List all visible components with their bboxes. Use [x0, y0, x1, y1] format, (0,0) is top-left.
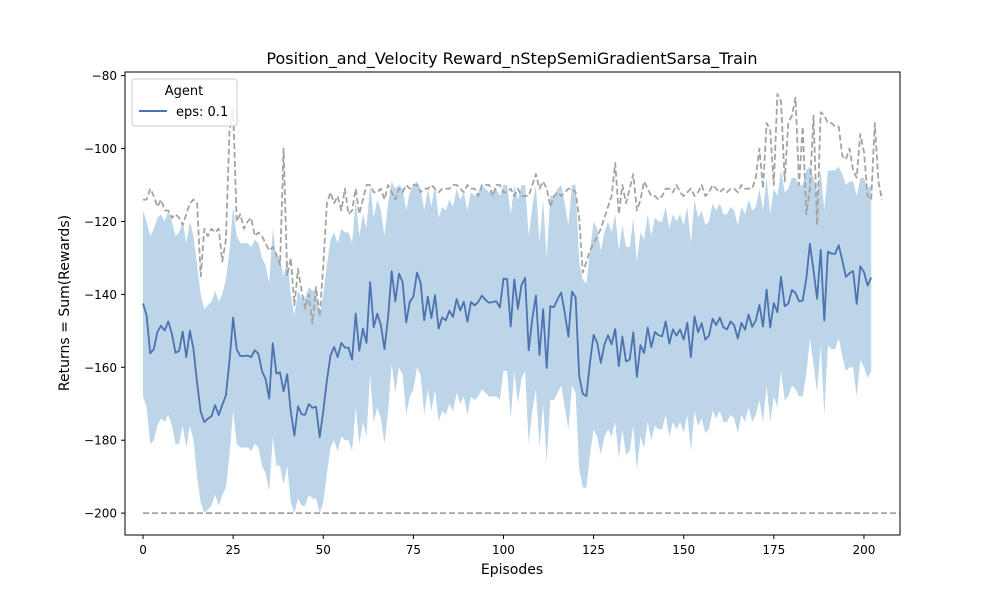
- x-tick-label: 75: [406, 543, 421, 557]
- y-tick-label: −160: [84, 361, 117, 375]
- plot-area: [142, 93, 900, 514]
- std-band: [143, 166, 872, 514]
- y-tick-label: −180: [84, 434, 117, 448]
- y-axis: −200 −180 −160 −140 −120 −100 −80: [84, 69, 125, 521]
- x-tick-label: 200: [853, 543, 876, 557]
- y-tick-label: −200: [84, 507, 117, 521]
- x-tick-label: 125: [582, 543, 605, 557]
- y-tick-label: −140: [84, 288, 117, 302]
- x-axis: 0 25 50 75 100 125 150 175 200: [139, 535, 875, 557]
- series-line-eps: [142, 242, 873, 439]
- max-line: [143, 93, 883, 325]
- legend-box: [131, 78, 238, 127]
- x-tick-label: 25: [225, 543, 240, 557]
- x-tick-label: 175: [762, 543, 785, 557]
- y-tick-label: −80: [92, 69, 117, 83]
- y-tick-label: −100: [84, 142, 117, 156]
- legend: Agent eps: 0.1: [131, 78, 238, 127]
- x-tick-label: 0: [139, 543, 147, 557]
- x-tick-label: 100: [492, 543, 515, 557]
- x-axis-label: Episodes: [481, 562, 543, 578]
- axes-frame: [124, 71, 901, 536]
- legend-entry-eps: eps: 0.1: [176, 105, 228, 120]
- legend-title: Agent: [165, 84, 203, 99]
- y-axis-label: Returns = Sum(Rewards): [57, 215, 73, 391]
- y-tick-label: −120: [84, 215, 117, 229]
- chart-title: Position_and_Velocity Reward_nStepSemiGr…: [266, 49, 757, 69]
- x-tick-label: 50: [316, 543, 331, 557]
- x-tick-label: 150: [672, 543, 695, 557]
